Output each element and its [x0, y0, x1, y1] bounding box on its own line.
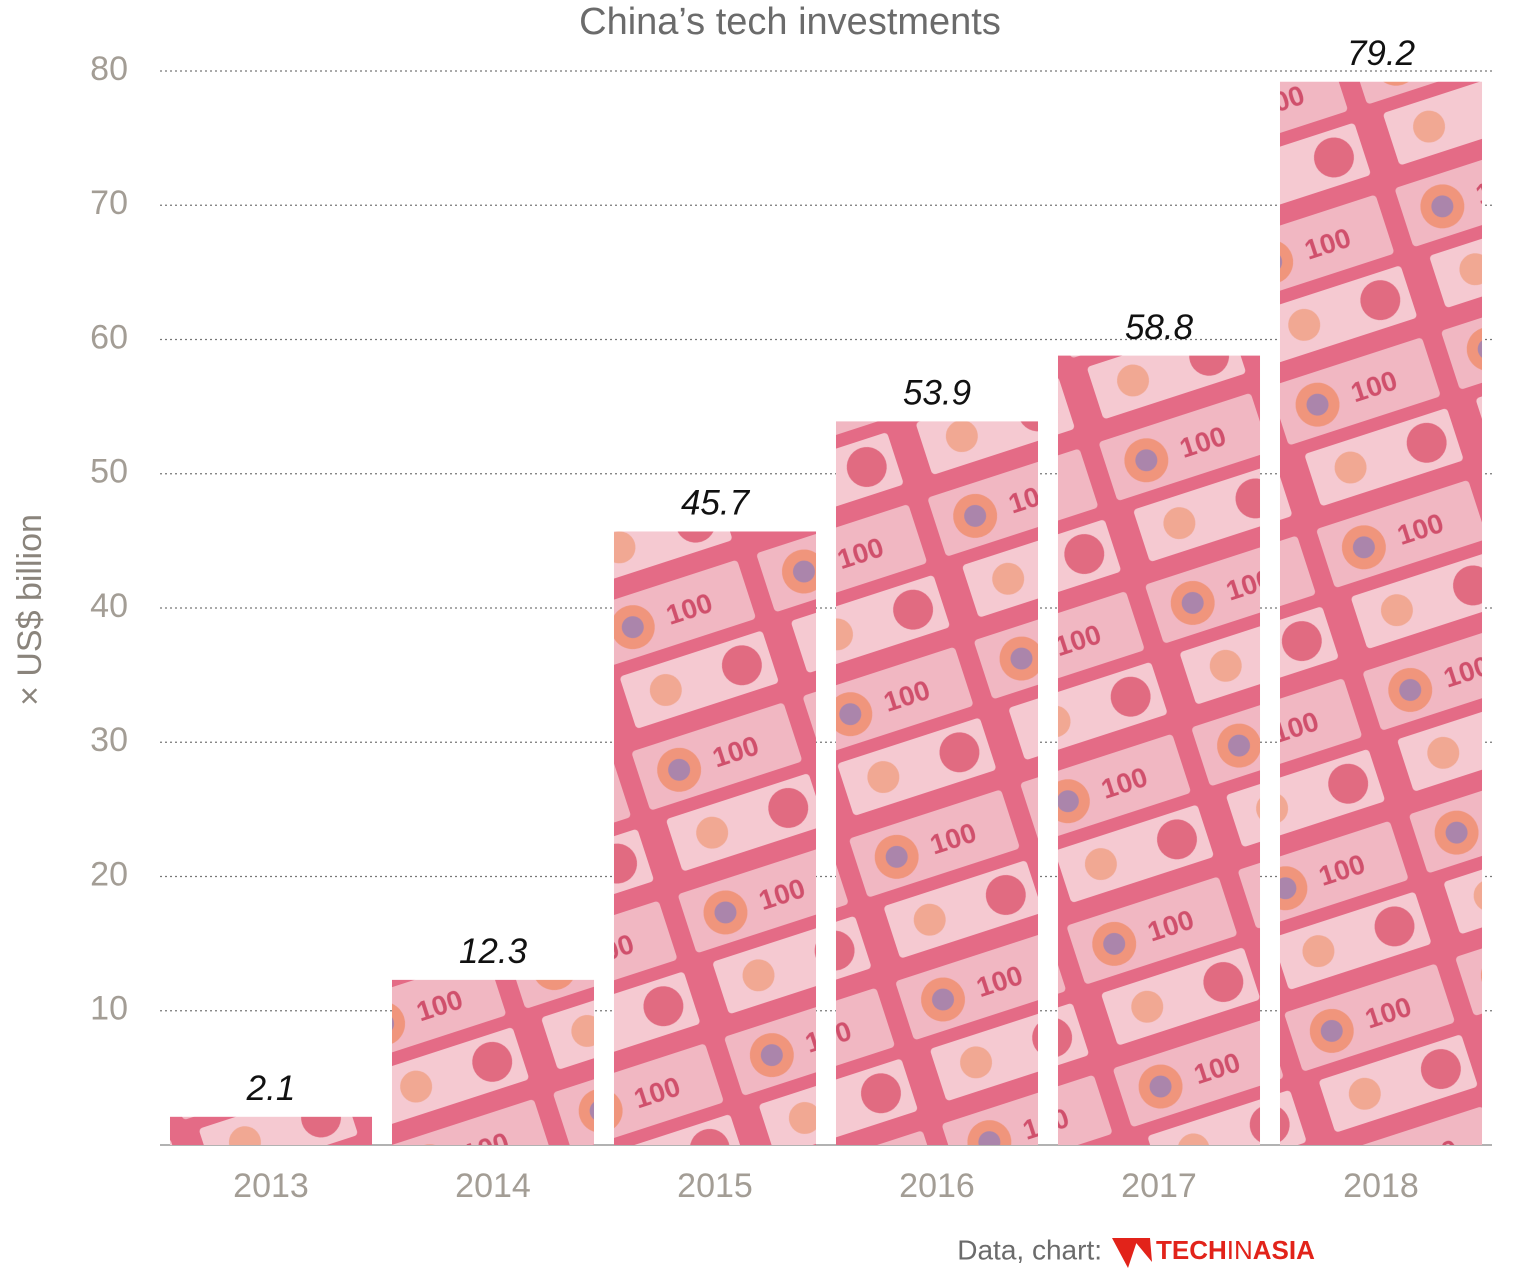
y-tick-label: 70	[90, 184, 128, 222]
bar	[613, 531, 817, 1145]
value-label: 2.1	[246, 1069, 296, 1108]
y-tick-label: 80	[90, 50, 128, 88]
logo-part: IN	[1227, 1235, 1253, 1265]
y-tick-label: 20	[90, 855, 128, 893]
x-tick-label: 2017	[1121, 1167, 1197, 1205]
bar	[835, 421, 1039, 1146]
y-tick-label: 30	[90, 721, 128, 759]
y-tick-label: 40	[90, 587, 128, 625]
value-label: 53.9	[903, 374, 971, 413]
y-tick-label: 50	[90, 453, 128, 491]
logo-part: TECH	[1156, 1235, 1227, 1265]
logo: TECHINASIA	[1156, 1235, 1315, 1265]
y-tick-label: 10	[90, 990, 128, 1028]
x-tick-label: 2013	[233, 1167, 309, 1205]
value-label: 12.3	[459, 932, 528, 971]
x-tick-label: 2015	[677, 1167, 753, 1205]
source: Data, chart:	[957, 1234, 1102, 1265]
x-tick-label: 2016	[899, 1167, 975, 1205]
value-label: 58.8	[1125, 308, 1194, 347]
y-tick-label: 60	[90, 318, 128, 356]
y-axis-label: × US$ billion	[11, 514, 49, 706]
x-tick-label: 2014	[455, 1167, 531, 1205]
bar	[1057, 355, 1261, 1145]
chart-title: China’s tech investments	[579, 1, 1001, 43]
bar	[169, 1116, 373, 1145]
logo-icon	[1112, 1238, 1152, 1268]
x-tick-label: 2018	[1343, 1167, 1419, 1205]
logo-part: ASIA	[1253, 1235, 1315, 1265]
value-label: 45.7	[681, 484, 751, 523]
value-label: 79.2	[1347, 34, 1415, 73]
bar	[391, 979, 595, 1145]
bar	[1279, 81, 1483, 1146]
